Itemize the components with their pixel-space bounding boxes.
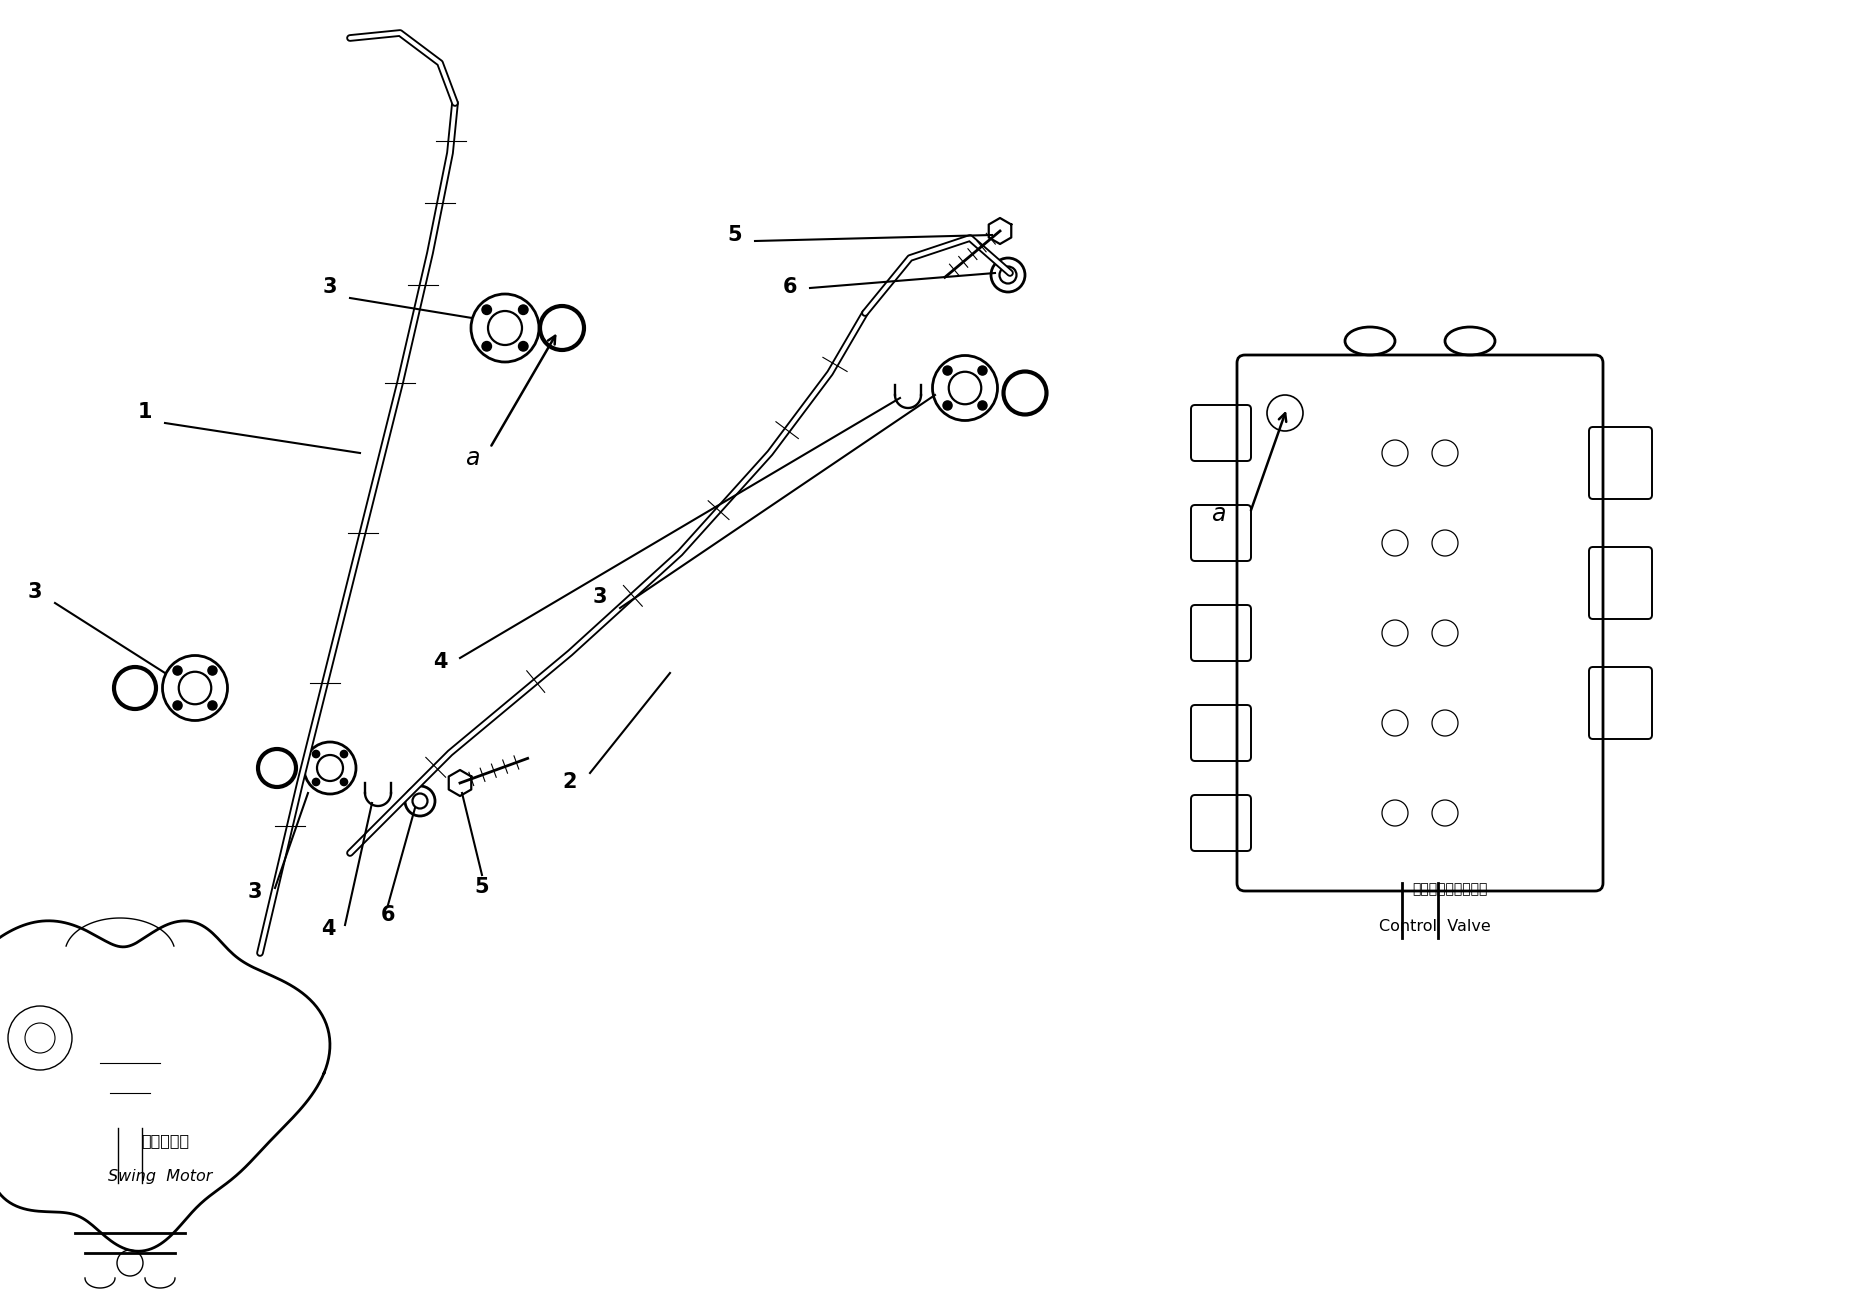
Circle shape xyxy=(482,305,492,314)
Circle shape xyxy=(174,701,181,710)
Text: 3: 3 xyxy=(28,582,43,602)
Text: 3: 3 xyxy=(247,882,262,902)
Circle shape xyxy=(518,305,527,314)
Text: 5: 5 xyxy=(475,877,490,896)
Text: 5: 5 xyxy=(727,225,742,245)
Circle shape xyxy=(942,401,952,410)
Text: 旋回モータ: 旋回モータ xyxy=(140,1134,189,1148)
Text: コントロールバルブ: コントロールバルブ xyxy=(1412,882,1489,896)
Circle shape xyxy=(340,778,348,786)
Text: 6: 6 xyxy=(784,278,797,297)
Circle shape xyxy=(312,778,320,786)
Text: 3: 3 xyxy=(324,278,337,297)
Circle shape xyxy=(208,701,217,710)
Circle shape xyxy=(482,341,492,351)
Text: Control  Valve: Control Valve xyxy=(1380,919,1490,934)
Circle shape xyxy=(978,401,987,410)
Circle shape xyxy=(942,366,952,375)
Circle shape xyxy=(174,666,181,675)
Text: 6: 6 xyxy=(381,906,395,925)
Text: 1: 1 xyxy=(138,403,151,422)
Text: a: a xyxy=(1210,502,1225,526)
Text: 2: 2 xyxy=(563,771,578,792)
Text: a: a xyxy=(466,446,479,470)
Circle shape xyxy=(518,341,527,351)
Circle shape xyxy=(312,751,320,757)
Text: Swing  Motor: Swing Motor xyxy=(108,1169,211,1184)
Circle shape xyxy=(340,751,348,757)
Text: 4: 4 xyxy=(432,652,447,672)
Text: 4: 4 xyxy=(322,919,335,939)
Text: 3: 3 xyxy=(593,586,608,607)
Circle shape xyxy=(978,366,987,375)
Circle shape xyxy=(208,666,217,675)
